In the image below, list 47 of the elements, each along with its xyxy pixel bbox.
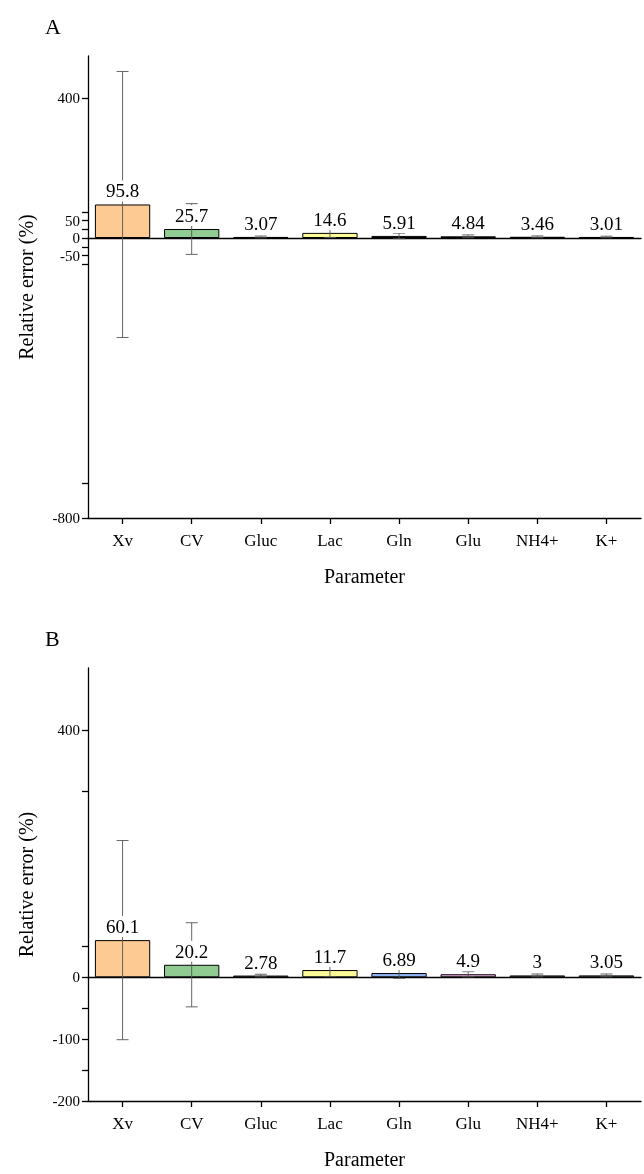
x-tick-label: CV: [179, 1114, 205, 1133]
data-label: 3.05: [589, 951, 624, 973]
data-label: 20.2: [175, 940, 209, 962]
data-label: 14.6: [313, 208, 347, 230]
x-tick-label: CV: [179, 531, 205, 550]
x-tick-label: Glu: [455, 1114, 482, 1133]
y-tick-label: 50: [65, 212, 80, 229]
x-tick-label: K+: [595, 531, 618, 550]
x-axis-title: Parameter: [323, 1148, 406, 1170]
x-axis-title: Parameter: [323, 565, 406, 587]
x-tick-label: NH4+: [515, 531, 559, 550]
x-tick-label: Lac: [317, 531, 344, 550]
x-tick-label: Lac: [317, 1114, 344, 1133]
y-tick-label: 0: [72, 230, 80, 246]
data-label: 3.46: [520, 212, 554, 234]
data-label: 4.84: [451, 212, 486, 234]
chart-title: A: [45, 13, 61, 39]
chart-title: B: [45, 625, 60, 651]
x-tick-label: Glu: [455, 531, 482, 550]
data-label: 60.1: [105, 916, 140, 938]
y-tick-label: 0: [72, 969, 80, 986]
y-tick-label: -100: [52, 1031, 80, 1048]
data-label: 6.89: [382, 949, 416, 971]
data-label: 11.7: [313, 946, 347, 968]
y-axis-title: Relative error (%): [15, 214, 38, 360]
x-tick-label: Xv: [112, 1114, 134, 1133]
x-tick-label: K+: [595, 1114, 618, 1133]
data-label: 95.8: [105, 180, 140, 202]
data-label: 2.78: [244, 951, 278, 973]
data-label: 3: [532, 951, 543, 973]
x-tick-label: Gln: [386, 1114, 413, 1133]
x-tick-label: Xv: [112, 531, 134, 550]
y-axis-title: Relative error (%): [15, 811, 38, 958]
data-label: 5.91: [382, 211, 416, 233]
y-tick-label: -800: [52, 510, 80, 526]
y-tick-label: -200: [52, 1093, 80, 1109]
data-label: 3.07: [244, 212, 278, 234]
x-tick-label: NH4+: [515, 1114, 559, 1133]
data-label: 3.01: [589, 212, 624, 234]
x-tick-label: Gluc: [244, 531, 278, 550]
x-tick-label: Gln: [386, 531, 413, 550]
data-label: 4.9: [456, 950, 481, 972]
y-tick-label: 400: [57, 721, 80, 738]
y-tick-label: 400: [57, 90, 80, 106]
data-label: 25.7: [175, 205, 209, 227]
y-tick-label: -50: [60, 247, 80, 264]
x-tick-label: Gluc: [244, 1114, 278, 1133]
